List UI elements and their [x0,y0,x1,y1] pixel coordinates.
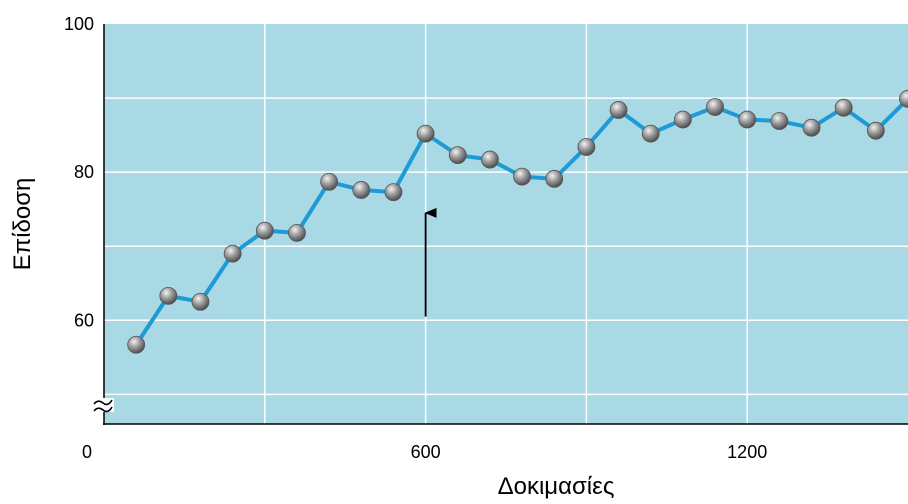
data-point [127,335,146,354]
axis-break-stroke [93,399,113,406]
data-point [223,244,242,263]
data-point [609,101,628,119]
grid [103,24,908,425]
series [127,89,908,354]
y-tick-label: 80 [74,162,94,182]
y-axis-label: Επίδοση [9,178,36,271]
plot-area [104,24,908,424]
data-point [481,150,499,169]
data-point [673,110,692,129]
data-point [706,98,724,116]
data-point [352,181,371,199]
y-tick-label: 100 [64,14,94,34]
data-point [255,221,274,240]
data-point [738,110,757,129]
data-point [866,121,885,140]
data-point [320,172,339,191]
x-tick-label: 1200 [727,442,767,462]
y-tick-label: 60 [74,310,94,330]
data-point [416,124,435,143]
axis-break-mark [93,398,114,413]
data-point [770,112,789,130]
axis-break-stroke [93,406,113,413]
x-axis-label: Δοκιμασίες [498,473,615,500]
x-tick-label: 600 [411,442,441,462]
tick-labels: 0 600 1200 60 80 100 [64,14,767,462]
data-point [288,223,306,242]
data-point [545,169,564,188]
data-point [577,138,596,156]
data-point [834,98,853,117]
data-point [159,286,178,305]
data-point [513,167,531,186]
data-point [448,146,467,165]
data-point [802,118,821,137]
data-point [641,124,660,143]
data-point [191,292,210,311]
data-point [899,89,908,108]
data-point [384,183,403,202]
x-tick-label: 0 [82,442,92,462]
